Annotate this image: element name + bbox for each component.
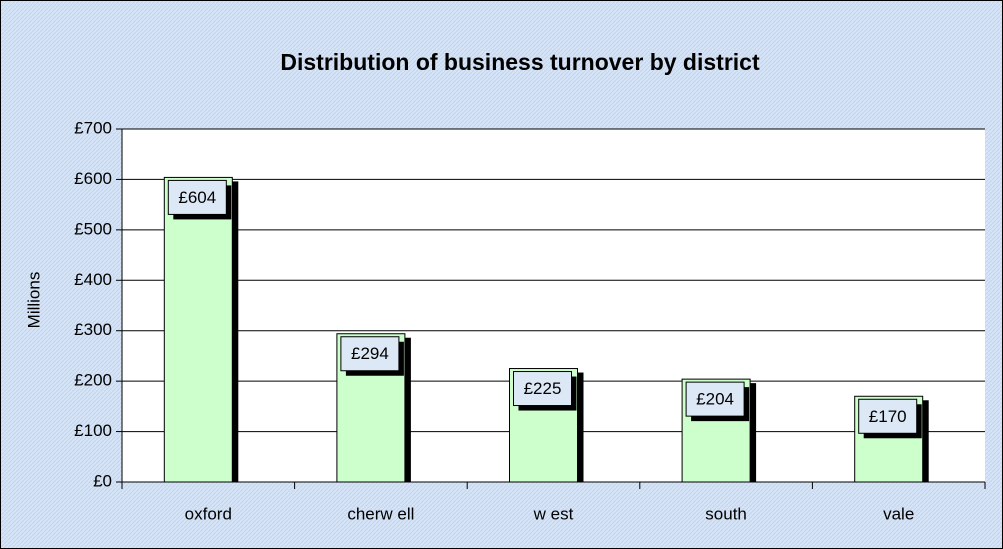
x-tick-label: oxford (185, 504, 232, 523)
data-label-box (340, 336, 400, 372)
y-tick-label: £700 (74, 118, 112, 137)
bar (163, 176, 233, 483)
y-axis-label: Millions (24, 272, 43, 329)
y-tick-label: £300 (74, 320, 112, 339)
x-tick-label: vale (883, 504, 914, 523)
data-label: £294 (351, 344, 389, 363)
y-tick-label: £200 (74, 371, 112, 390)
data-label-box (167, 179, 227, 215)
data-label-box (685, 381, 745, 417)
x-tick-label: w est (533, 504, 574, 523)
y-tick-label: £100 (74, 421, 112, 440)
data-label: £604 (178, 188, 216, 207)
data-label: £170 (869, 407, 907, 426)
data-label: £204 (696, 390, 734, 409)
x-tick-label: cherw ell (347, 504, 414, 523)
data-label: £225 (524, 379, 562, 398)
y-tick-label: £500 (74, 219, 112, 238)
data-label-box (513, 371, 572, 407)
x-tick-label: south (705, 504, 747, 523)
y-tick-label: £0 (93, 471, 112, 490)
y-tick-label: £400 (74, 270, 112, 289)
chart-title: Distribution of business turnover by dis… (280, 49, 760, 75)
data-label-box (858, 398, 918, 434)
y-tick-label: £600 (74, 169, 112, 188)
